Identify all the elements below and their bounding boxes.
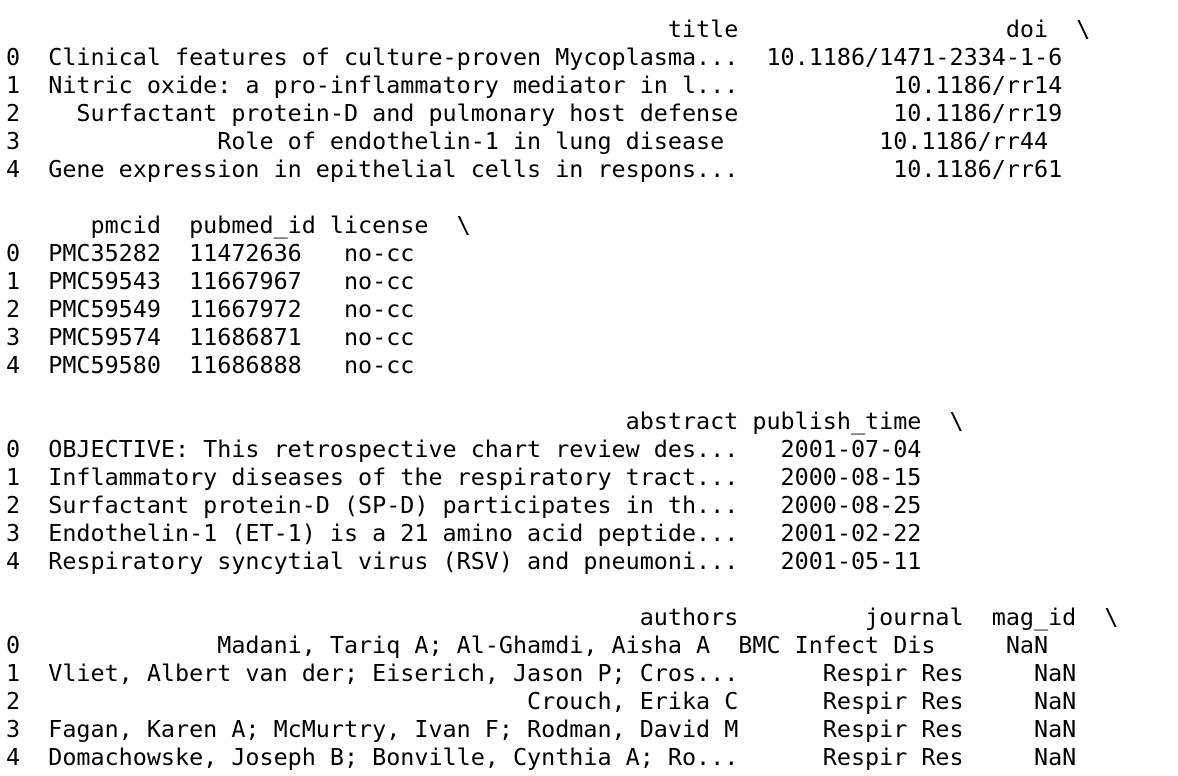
block-abstract-row: 0 OBJECTIVE: This retrospective chart re… bbox=[6, 435, 1119, 463]
block-separator bbox=[6, 575, 1119, 603]
block-pmcid-row: 3 PMC59574 11686871 no-cc bbox=[6, 323, 1119, 351]
block-abstract-row: 4 Respiratory syncytial virus (RSV) and … bbox=[6, 547, 1119, 575]
block-title-doi-row: 3 Role of endothelin-1 in lung disease 1… bbox=[6, 127, 1119, 155]
block-abstract-row: 1 Inflammatory diseases of the respirato… bbox=[6, 463, 1119, 491]
block-pmcid-header: pmcid pubmed_id license \ bbox=[6, 211, 1119, 239]
block-abstract-row: 2 Surfactant protein-D (SP-D) participat… bbox=[6, 491, 1119, 519]
block-authors-row: 2 Crouch, Erika C Respir Res NaN bbox=[6, 687, 1119, 715]
block-pmcid-row: 2 PMC59549 11667972 no-cc bbox=[6, 295, 1119, 323]
block-authors-row: 4 Domachowske, Joseph B; Bonville, Cynth… bbox=[6, 743, 1119, 771]
block-title-doi-row: 1 Nitric oxide: a pro-inflammatory media… bbox=[6, 71, 1119, 99]
block-authors-row: 0 Madani, Tariq A; Al-Ghamdi, Aisha A BM… bbox=[6, 631, 1119, 659]
block-authors-header: authors journal mag_id \ bbox=[6, 603, 1119, 631]
block-abstract-row: 3 Endothelin-1 (ET-1) is a 21 amino acid… bbox=[6, 519, 1119, 547]
block-separator bbox=[6, 379, 1119, 407]
block-separator bbox=[6, 183, 1119, 211]
block-authors-row: 1 Vliet, Albert van der; Eiserich, Jason… bbox=[6, 659, 1119, 687]
block-pmcid-row: 0 PMC35282 11472636 no-cc bbox=[6, 239, 1119, 267]
dataframe-text-output: title doi \ 0 Clinical features of cultur… bbox=[6, 15, 1119, 771]
block-authors-row: 3 Fagan, Karen A; McMurtry, Ivan F; Rodm… bbox=[6, 715, 1119, 743]
block-title-doi-row: 2 Surfactant protein-D and pulmonary hos… bbox=[6, 99, 1119, 127]
block-pmcid-row: 1 PMC59543 11667967 no-cc bbox=[6, 267, 1119, 295]
block-title-doi-row: 0 Clinical features of culture-proven My… bbox=[6, 43, 1119, 71]
block-title-doi-header: title doi \ bbox=[6, 15, 1119, 43]
block-pmcid-row: 4 PMC59580 11686888 no-cc bbox=[6, 351, 1119, 379]
block-title-doi-row: 4 Gene expression in epithelial cells in… bbox=[6, 155, 1119, 183]
block-abstract-header: abstract publish_time \ bbox=[6, 407, 1119, 435]
